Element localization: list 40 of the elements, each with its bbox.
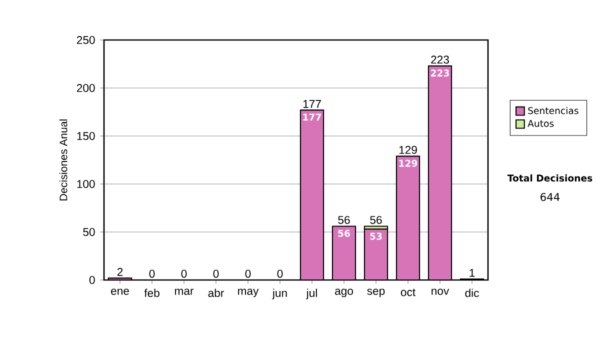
total-label: 0	[213, 270, 219, 278]
total-label: 0	[277, 270, 283, 278]
text: Total Decisiones	[507, 174, 592, 182]
x-tick-label: feb	[144, 288, 160, 298]
y-tick-label: 0	[89, 276, 95, 284]
total-label: 0	[149, 270, 155, 278]
y-tick-label: 200	[76, 84, 95, 92]
x-tick-label: may	[238, 288, 259, 298]
total-label: 1	[470, 268, 475, 277]
y-axis-title: Decisiones Anual	[59, 120, 68, 200]
x-tick-label: jul	[306, 288, 317, 300]
total-label: 56	[338, 216, 350, 224]
y-tick-label: 50	[83, 228, 95, 236]
total-label: 223	[431, 56, 449, 64]
x-tick-label: oct	[400, 288, 416, 296]
data-label: 56	[338, 230, 350, 237]
total-label: 0	[245, 270, 251, 278]
x-tick-label: ene	[111, 288, 129, 295]
x-tick-label: mar	[174, 288, 194, 295]
y-tick-label: 150	[77, 132, 95, 140]
total-label: 2	[117, 268, 123, 276]
data-label: 223	[430, 70, 450, 77]
total-label: 56	[370, 216, 382, 224]
total-label: 129	[399, 146, 417, 154]
x-tick-label: jun	[272, 288, 287, 300]
total-label: 177	[303, 100, 321, 108]
x-tick-label: abr	[208, 288, 224, 298]
legend-label: Sentencias	[528, 106, 578, 114]
data-label: 129	[399, 160, 418, 167]
x-tick-label: nov	[432, 288, 450, 295]
data-label: 53	[370, 232, 382, 240]
x-tick-label: ago	[335, 288, 353, 298]
y-tick-label: 100	[77, 180, 95, 188]
x-tick-label: sep	[367, 288, 385, 298]
legend-label: Autos	[528, 120, 554, 127]
text: 644	[540, 192, 560, 202]
total-label: 0	[181, 270, 187, 278]
data-label: 177	[303, 114, 322, 120]
x-tick-label: dic	[465, 288, 479, 298]
y-tick-label: 250	[76, 36, 95, 44]
